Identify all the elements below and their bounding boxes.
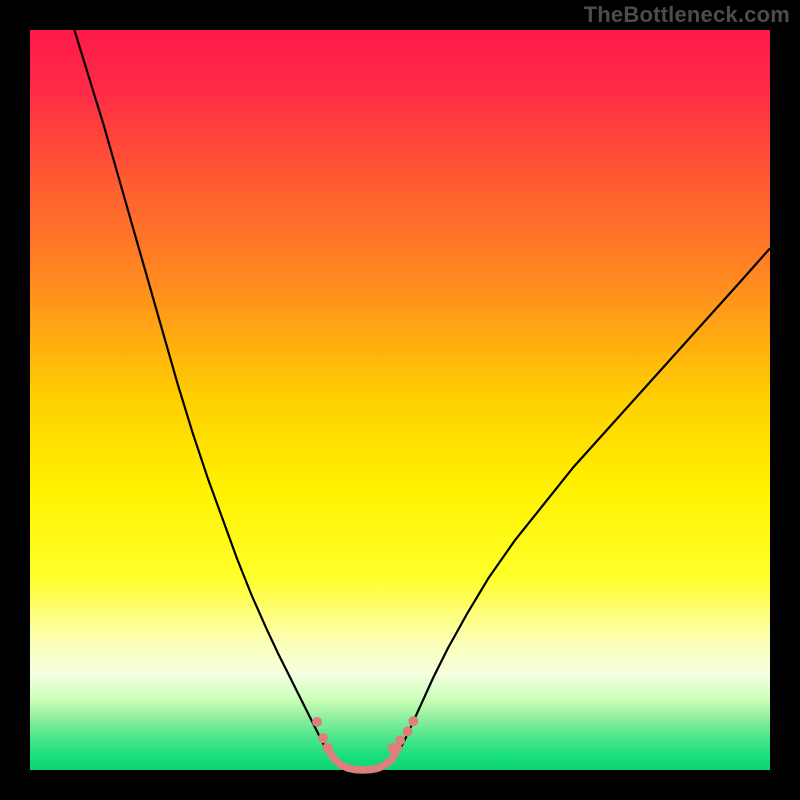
highlight-marker <box>318 733 328 743</box>
highlight-marker <box>322 743 332 753</box>
bottleneck-curve <box>74 30 770 770</box>
watermark-text: TheBottleneck.com <box>584 2 790 28</box>
highlight-marker <box>408 716 418 726</box>
highlight-marker <box>312 717 322 727</box>
highlight-marker <box>395 735 405 745</box>
highlight-marker <box>402 727 412 737</box>
chart-svg <box>30 30 770 770</box>
highlight-segment-markers <box>312 716 418 753</box>
highlight-segment-line <box>327 748 398 770</box>
highlight-marker <box>388 743 398 753</box>
chart-stage: TheBottleneck.com <box>0 0 800 800</box>
chart-frame <box>30 30 770 770</box>
